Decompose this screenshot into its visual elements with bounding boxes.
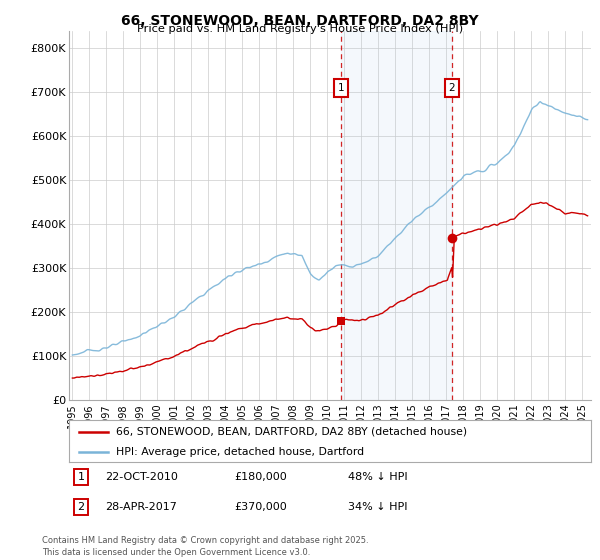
Text: Price paid vs. HM Land Registry's House Price Index (HPI): Price paid vs. HM Land Registry's House … xyxy=(137,24,463,34)
Text: 28-APR-2017: 28-APR-2017 xyxy=(105,502,177,512)
Text: Contains HM Land Registry data © Crown copyright and database right 2025.
This d: Contains HM Land Registry data © Crown c… xyxy=(42,536,368,557)
Text: 1: 1 xyxy=(338,83,344,93)
Text: 1: 1 xyxy=(77,472,85,482)
Text: £370,000: £370,000 xyxy=(234,502,287,512)
Text: 2: 2 xyxy=(77,502,85,512)
Text: 48% ↓ HPI: 48% ↓ HPI xyxy=(348,472,407,482)
Text: 22-OCT-2010: 22-OCT-2010 xyxy=(105,472,178,482)
Text: £180,000: £180,000 xyxy=(234,472,287,482)
Text: 34% ↓ HPI: 34% ↓ HPI xyxy=(348,502,407,512)
Bar xyxy=(341,31,452,400)
Text: 66, STONEWOOD, BEAN, DARTFORD, DA2 8BY (detached house): 66, STONEWOOD, BEAN, DARTFORD, DA2 8BY (… xyxy=(116,427,467,437)
Text: 2: 2 xyxy=(449,83,455,93)
Text: HPI: Average price, detached house, Dartford: HPI: Average price, detached house, Dart… xyxy=(116,447,364,457)
Text: 66, STONEWOOD, BEAN, DARTFORD, DA2 8BY: 66, STONEWOOD, BEAN, DARTFORD, DA2 8BY xyxy=(121,14,479,28)
